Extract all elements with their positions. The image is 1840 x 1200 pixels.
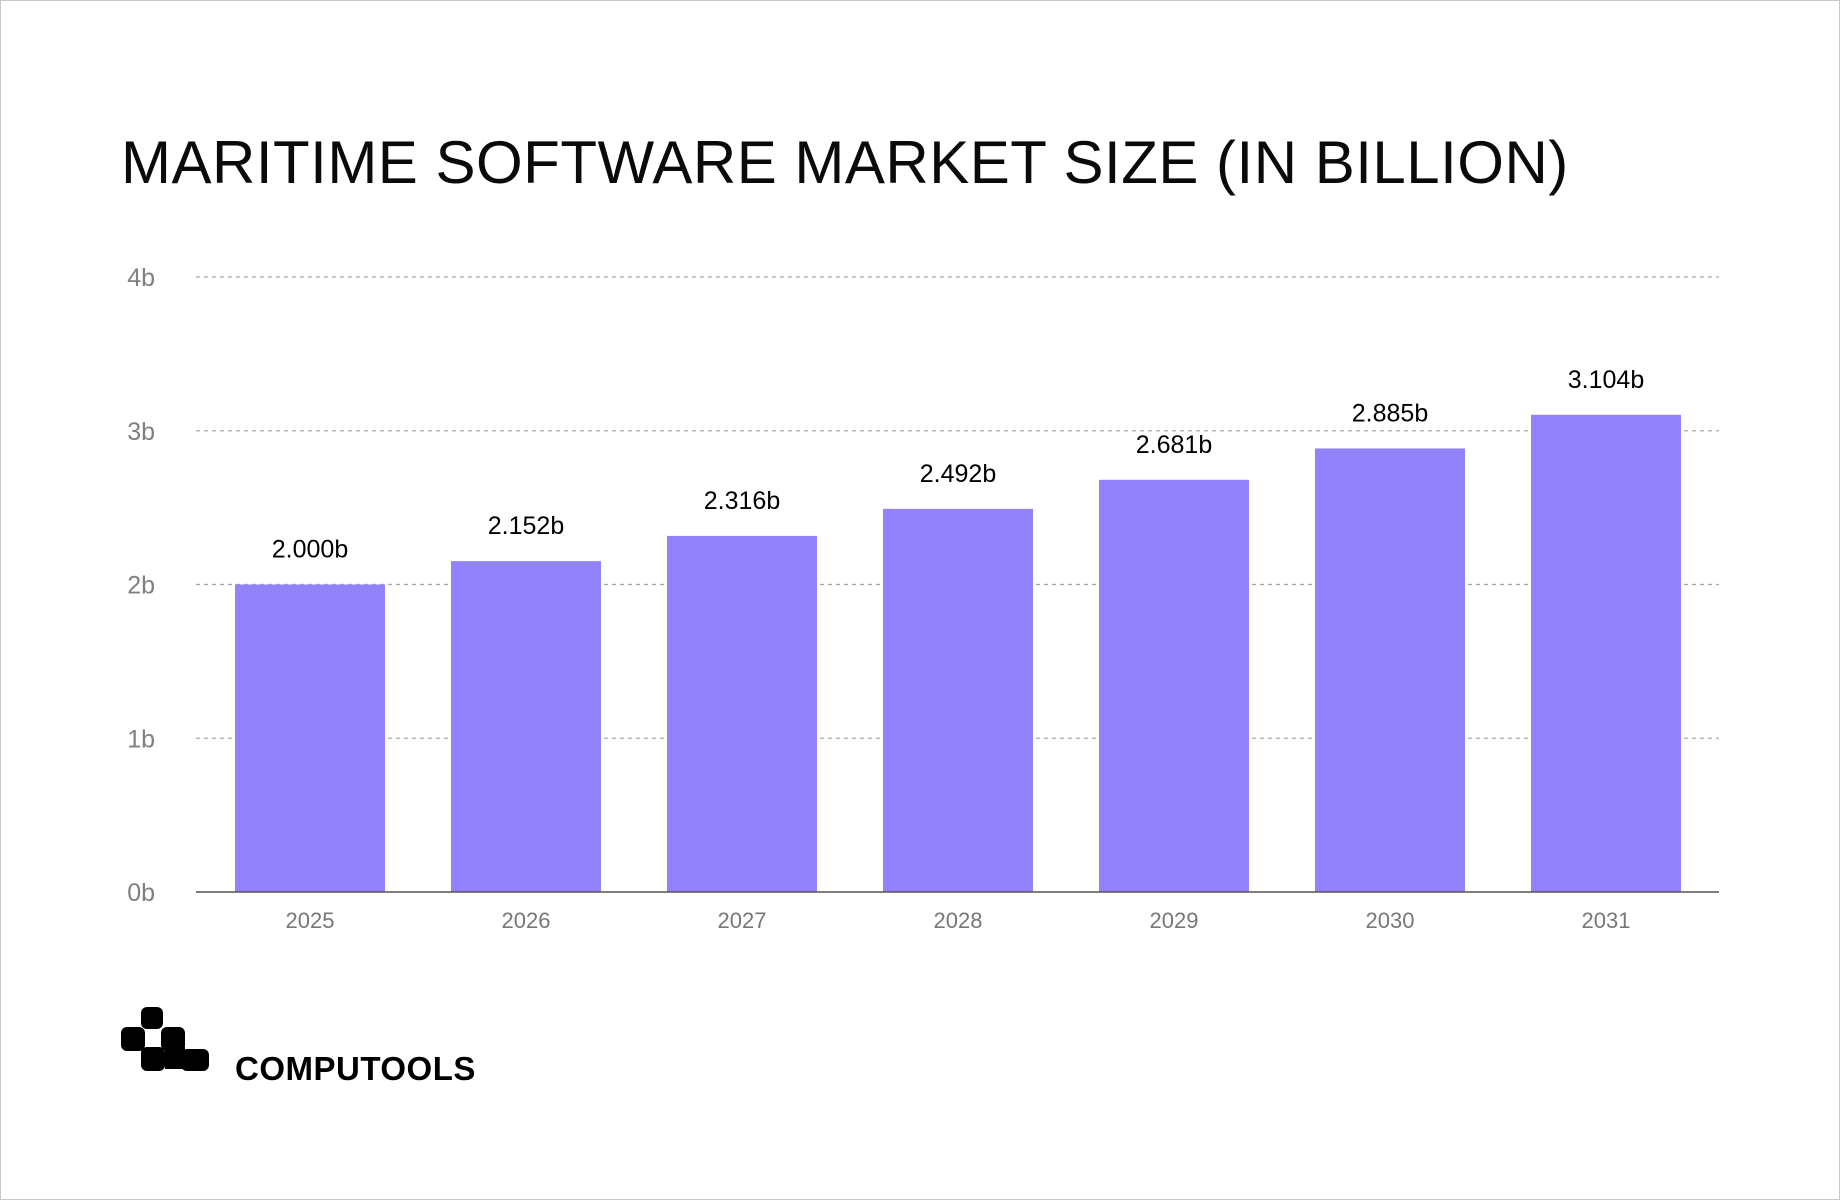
x-tick-label: 2028 <box>934 908 983 933</box>
y-tick-label: 0b <box>127 879 155 907</box>
bar-2030 <box>1315 448 1465 892</box>
brand-name: COMPUTOOLS <box>235 1050 476 1087</box>
bar-2026 <box>451 561 601 892</box>
x-tick-label: 2026 <box>502 908 551 933</box>
data-label: 2.152b <box>488 512 564 540</box>
bar-2028 <box>883 508 1033 892</box>
computools-logo-icon <box>121 1007 209 1071</box>
chart-title: MARITIME SOFTWARE MARKET SIZE (IN BILLIO… <box>121 129 1569 196</box>
data-label: 2.492b <box>920 460 996 488</box>
x-tick-label: 2027 <box>718 908 767 933</box>
data-label: 2.885b <box>1352 399 1428 427</box>
bar-2031 <box>1531 414 1681 892</box>
x-tick-label: 2025 <box>286 908 335 933</box>
data-label: 3.104b <box>1568 366 1644 394</box>
y-tick-label: 2b <box>127 572 155 600</box>
bar-2027 <box>667 535 817 892</box>
y-tick-label: 4b <box>127 264 155 292</box>
y-tick-label: 3b <box>127 418 155 446</box>
x-tick-label: 2030 <box>1366 908 1415 933</box>
bar-2025 <box>235 584 385 892</box>
x-tick-label: 2031 <box>1582 908 1631 933</box>
x-tick-label: 2029 <box>1150 908 1199 933</box>
data-label: 2.000b <box>272 536 348 564</box>
y-tick-label: 1b <box>127 725 155 753</box>
bar-2029 <box>1099 479 1249 892</box>
data-label: 2.681b <box>1136 431 1212 459</box>
data-label: 2.316b <box>704 487 780 515</box>
